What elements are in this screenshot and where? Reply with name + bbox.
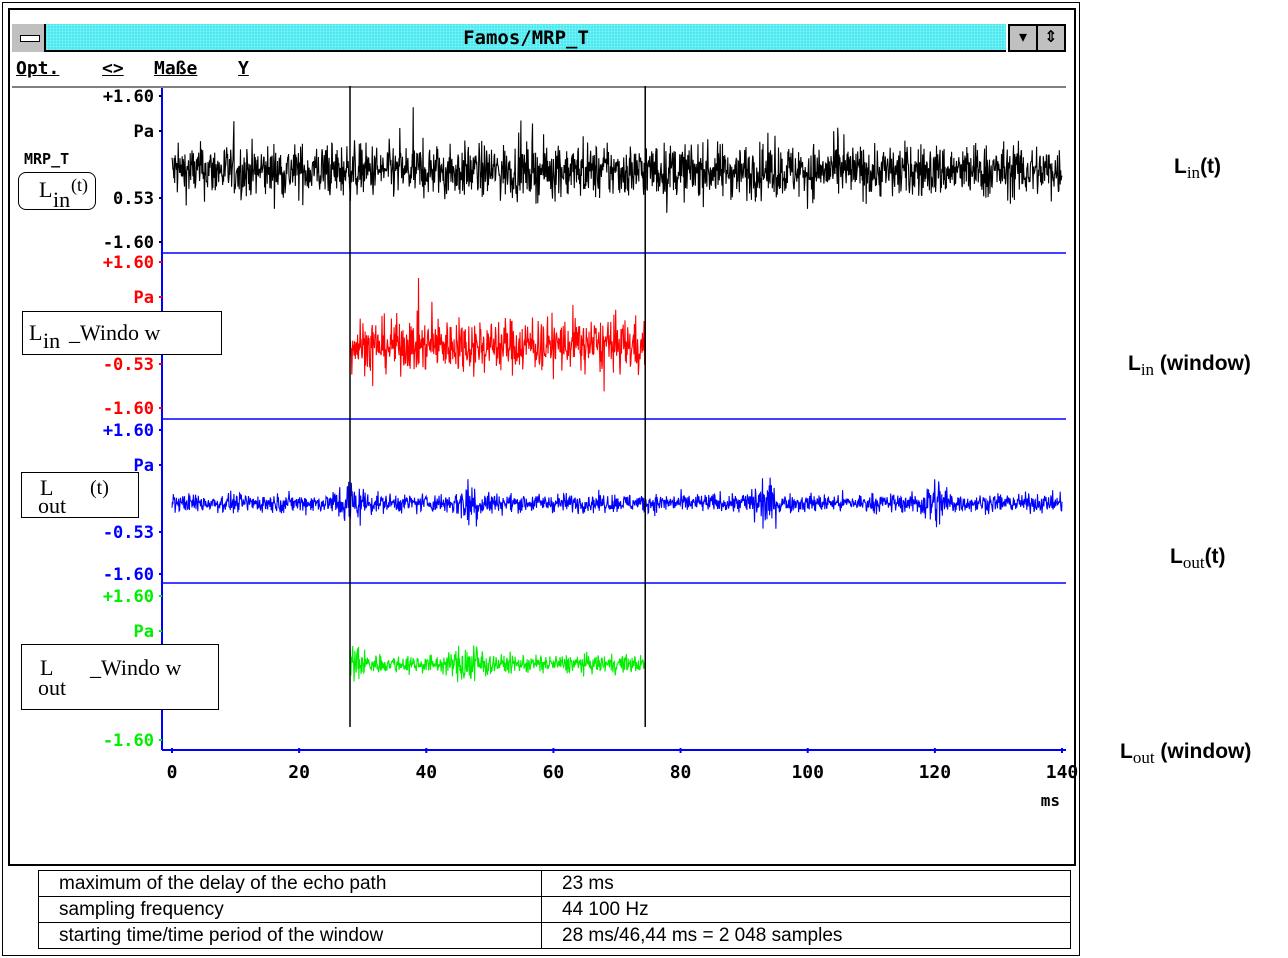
side-sub: in — [1140, 360, 1155, 380]
table-cell: maximum of the delay of the echo path — [38, 870, 542, 897]
table-cell: starting time/time period of the window — [38, 922, 542, 949]
label-tail: _Windo w — [90, 655, 182, 680]
trace-1 — [349, 277, 646, 392]
menu-masse[interactable]: Maße — [154, 58, 198, 79]
table-row: sampling frequency 44 100 Hz — [38, 896, 1071, 923]
trace-3 — [349, 645, 646, 683]
side-main: L — [1174, 155, 1187, 178]
y-tick-label: -1.60 — [103, 399, 154, 419]
label-sub: in — [43, 328, 61, 353]
menu-bar: Opt. <> Maße Y — [12, 54, 1066, 84]
label-main: L — [29, 320, 43, 345]
x-unit-label: ms — [1041, 791, 1060, 810]
lout-t-label: L out (t) — [21, 472, 139, 518]
table-row: starting time/time period of the window … — [38, 922, 1071, 949]
table-cell: 23 ms — [541, 870, 1071, 897]
side-tail: (window) — [1154, 740, 1252, 763]
parameters-table: maximum of the delay of the echo path 23… — [38, 870, 1071, 949]
y-tick-label: -0.53 — [103, 523, 154, 543]
y-tick-label: +1.60 — [103, 87, 154, 107]
y-tick-label: -1.60 — [103, 565, 154, 585]
y-tick-label: 0.53 — [113, 189, 154, 209]
lout-window-label: L out _Windo w — [21, 644, 219, 710]
window-title: Famos/MRP_T — [463, 27, 589, 49]
trace-0 — [171, 107, 1063, 213]
side-sub: out — [1132, 748, 1155, 768]
side-tail: (window) — [1154, 352, 1251, 375]
maximize-button[interactable]: ⇕ — [1036, 24, 1066, 52]
system-menu-button[interactable] — [12, 24, 46, 52]
y-tick-label: +1.60 — [103, 253, 154, 273]
x-tick-label: 120 — [919, 762, 952, 783]
x-tick-label: 0 — [167, 762, 178, 783]
side-tail: (t) — [1204, 545, 1226, 568]
label-main: L — [39, 177, 53, 202]
x-tick-label: 100 — [791, 762, 824, 783]
system-menu-icon — [20, 35, 40, 42]
label-tail: (t) — [71, 175, 88, 195]
label-sub: out — [38, 675, 67, 700]
table-cell: sampling frequency — [38, 896, 542, 923]
label-main: L — [40, 655, 54, 680]
side-sub: out — [1182, 553, 1205, 573]
x-tick-label: 40 — [415, 762, 437, 783]
famos-window — [8, 8, 1076, 866]
figure-frame — [2, 2, 1080, 956]
x-tick-label: 60 — [543, 762, 565, 783]
side-tail: (t) — [1200, 155, 1222, 178]
menu-arrows[interactable]: <> — [102, 58, 124, 79]
x-tick-label: 140 — [1046, 762, 1079, 783]
menu-y[interactable]: Y — [238, 58, 249, 79]
side-main: L — [1120, 740, 1133, 763]
lin-window-label: L in _Windo w — [22, 311, 222, 355]
x-tick-label: 80 — [670, 762, 692, 783]
y-tick-label: -1.60 — [103, 233, 154, 253]
y-tick-label: Pa — [134, 122, 154, 142]
table-row: maximum of the delay of the echo path 23… — [38, 870, 1071, 897]
title-bar[interactable]: Famos/MRP_T ▾ ⇕ — [12, 24, 1066, 52]
label-tail: _Windo w — [69, 320, 161, 345]
table-cell: 44 100 Hz — [541, 896, 1071, 923]
side-label-lout-window: Lout (window) — [1120, 740, 1251, 768]
label-tail: (t) — [90, 477, 109, 499]
label-sub: out — [38, 493, 67, 518]
title-bar-fill — [46, 24, 1006, 52]
y-tick-label: Pa — [134, 288, 154, 308]
y-tick-label: -1.60 — [103, 731, 154, 751]
y-tick-label: +1.60 — [103, 421, 154, 441]
y-tick-label: +1.60 — [103, 587, 154, 607]
side-label-lin-window: Lin (window) — [1128, 352, 1251, 380]
x-tick-label: 20 — [288, 762, 310, 783]
y-tick-label: Pa — [134, 622, 154, 642]
y-tick-label: Pa — [134, 456, 154, 476]
minimize-button[interactable]: ▾ — [1008, 24, 1038, 52]
side-main: L — [1128, 352, 1141, 375]
table-cell: 28 ms/46,44 ms = 2 048 samples — [541, 922, 1071, 949]
label-main: L — [40, 475, 54, 500]
side-main: L — [1170, 545, 1183, 568]
side-label-lout-t: Lout(t) — [1170, 545, 1226, 573]
lin-t-label: L in (t) — [18, 172, 96, 212]
trace-2 — [171, 477, 1063, 529]
menu-opt[interactable]: Opt. — [16, 58, 60, 79]
label-sub: in — [53, 187, 71, 212]
channel-label: MRP_T — [24, 150, 69, 168]
side-label-lin-t: Lin(t) — [1174, 155, 1221, 183]
y-tick-label: -0.53 — [103, 355, 154, 375]
side-sub: in — [1186, 163, 1201, 183]
